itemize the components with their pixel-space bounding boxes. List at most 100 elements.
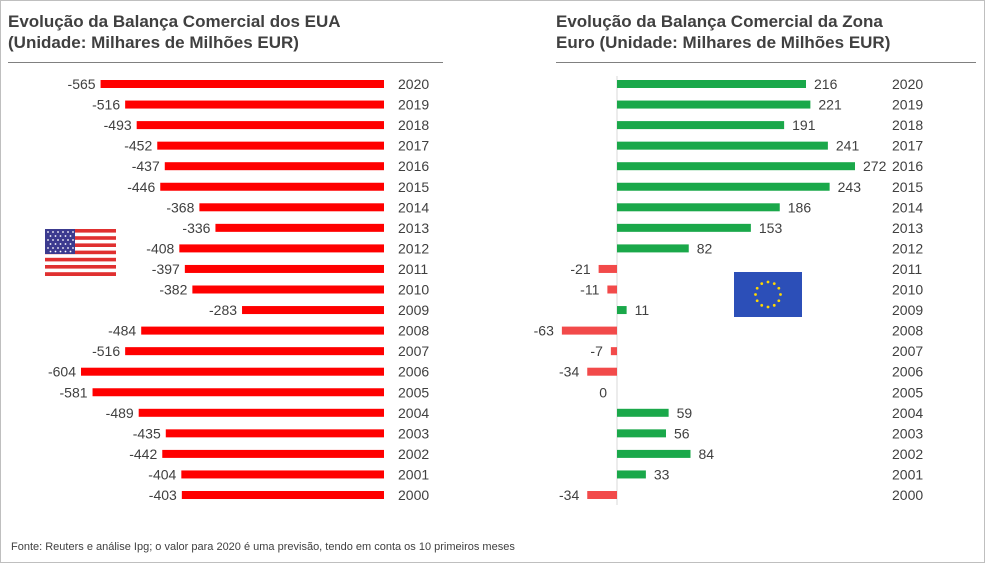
us-value-label: -397 (152, 261, 180, 277)
ez-value-label: 0 (599, 384, 607, 400)
left-title-divider (8, 62, 443, 63)
us-year-label: 2007 (398, 343, 429, 359)
us-year-label: 2009 (398, 302, 429, 318)
us-bar (157, 141, 384, 150)
ez-bar (617, 162, 855, 171)
us-bar (162, 449, 384, 458)
ez-year-label: 2008 (892, 323, 923, 339)
ez-bar (617, 223, 751, 232)
ez-value-label: 241 (836, 138, 860, 154)
ez-year-label: 2003 (892, 425, 923, 441)
us-value-label: -442 (129, 446, 157, 462)
us-bar (164, 162, 384, 171)
us-year-label: 2019 (398, 97, 429, 113)
ez-year-label: 2006 (892, 364, 923, 380)
us-bar (125, 100, 385, 109)
ez-bar (617, 429, 666, 438)
us-value-label: -489 (106, 405, 134, 421)
eu-flag-icon (734, 272, 802, 317)
ez-value-label: 216 (814, 76, 838, 92)
us-year-label: 2003 (398, 425, 429, 441)
ez-year-label: 2015 (892, 179, 923, 195)
ez-year-label: 2016 (892, 158, 923, 174)
ez-value-label: 272 (863, 158, 887, 174)
ez-year-label: 2007 (892, 343, 923, 359)
us-year-label: 2017 (398, 138, 429, 154)
left-chart-title: Evolução da Balança Comercial dos EUA (U… (8, 12, 341, 52)
us-value-label: -446 (127, 179, 155, 195)
us-bar (100, 80, 384, 88)
us-bar (192, 285, 384, 294)
us-bar (138, 408, 384, 417)
us-year-label: 2020 (398, 76, 429, 92)
ez-value-label: 59 (677, 405, 693, 421)
ez-year-label: 2009 (892, 302, 923, 318)
ez-value-label: -21 (570, 261, 590, 277)
ez-bar (617, 306, 627, 315)
ez-bar (617, 244, 689, 253)
ez-bar (617, 449, 691, 458)
ez-value-label: -34 (559, 364, 579, 380)
ez-bar (617, 182, 830, 191)
usa-flag-icon (45, 229, 116, 276)
ez-value-label: -34 (559, 487, 579, 503)
ez-value-label: 186 (788, 199, 812, 215)
us-value-label: -382 (159, 282, 187, 298)
us-year-label: 2008 (398, 323, 429, 339)
us-bar (181, 470, 384, 479)
us-value-label: -493 (104, 117, 132, 133)
us-value-label: -437 (132, 158, 160, 174)
us-year-label: 2000 (398, 487, 429, 503)
ez-value-label: 243 (838, 179, 862, 195)
us-bar (242, 306, 384, 315)
ez-year-label: 2004 (892, 405, 923, 421)
ez-year-label: 2002 (892, 446, 923, 462)
ez-bar (587, 367, 617, 376)
us-year-label: 2001 (398, 466, 429, 482)
us-year-label: 2011 (398, 261, 428, 277)
ez-year-label: 2000 (892, 487, 923, 503)
us-value-label: -604 (48, 364, 76, 380)
us-bar (215, 223, 384, 232)
ez-bar (617, 470, 646, 479)
us-value-label: -484 (108, 323, 136, 339)
ez-year-label: 2001 (892, 466, 923, 482)
us-value-label: -403 (149, 487, 177, 503)
us-value-label: -368 (166, 199, 194, 215)
us-year-label: 2012 (398, 240, 429, 256)
ez-year-label: 2017 (892, 138, 923, 154)
ez-bar (617, 203, 780, 212)
ez-bar (617, 121, 785, 130)
ez-year-label: 2018 (892, 117, 923, 133)
ez-bar (587, 491, 617, 499)
ez-bar (610, 347, 617, 356)
ez-year-label: 2013 (892, 220, 923, 236)
us-bar (179, 244, 384, 253)
us-value-label: -404 (148, 466, 176, 482)
ez-value-label: 33 (654, 466, 670, 482)
ez-value-label: 221 (818, 97, 842, 113)
ez-value-label: -7 (590, 343, 603, 359)
us-value-label: -408 (146, 240, 174, 256)
us-bar (125, 347, 385, 356)
ez-value-label: 84 (699, 446, 715, 462)
us-year-label: 2013 (398, 220, 429, 236)
ez-bar (607, 285, 617, 294)
ez-value-label: -11 (580, 282, 599, 298)
right-title-divider (556, 62, 976, 63)
us-value-label: -516 (92, 97, 120, 113)
us-value-label: -452 (124, 138, 152, 154)
ez-year-label: 2020 (892, 76, 923, 92)
ez-bar (617, 100, 811, 109)
ez-value-label: 191 (792, 117, 816, 133)
us-bar (199, 203, 384, 212)
ez-year-label: 2014 (892, 199, 923, 215)
ez-bar (617, 80, 806, 88)
ez-value-label: 11 (635, 302, 650, 318)
us-year-label: 2014 (398, 199, 429, 215)
us-year-label: 2004 (398, 405, 429, 421)
us-bar (181, 491, 384, 499)
us-year-label: 2010 (398, 282, 429, 298)
us-bar (165, 429, 384, 438)
ez-bar (598, 264, 617, 273)
